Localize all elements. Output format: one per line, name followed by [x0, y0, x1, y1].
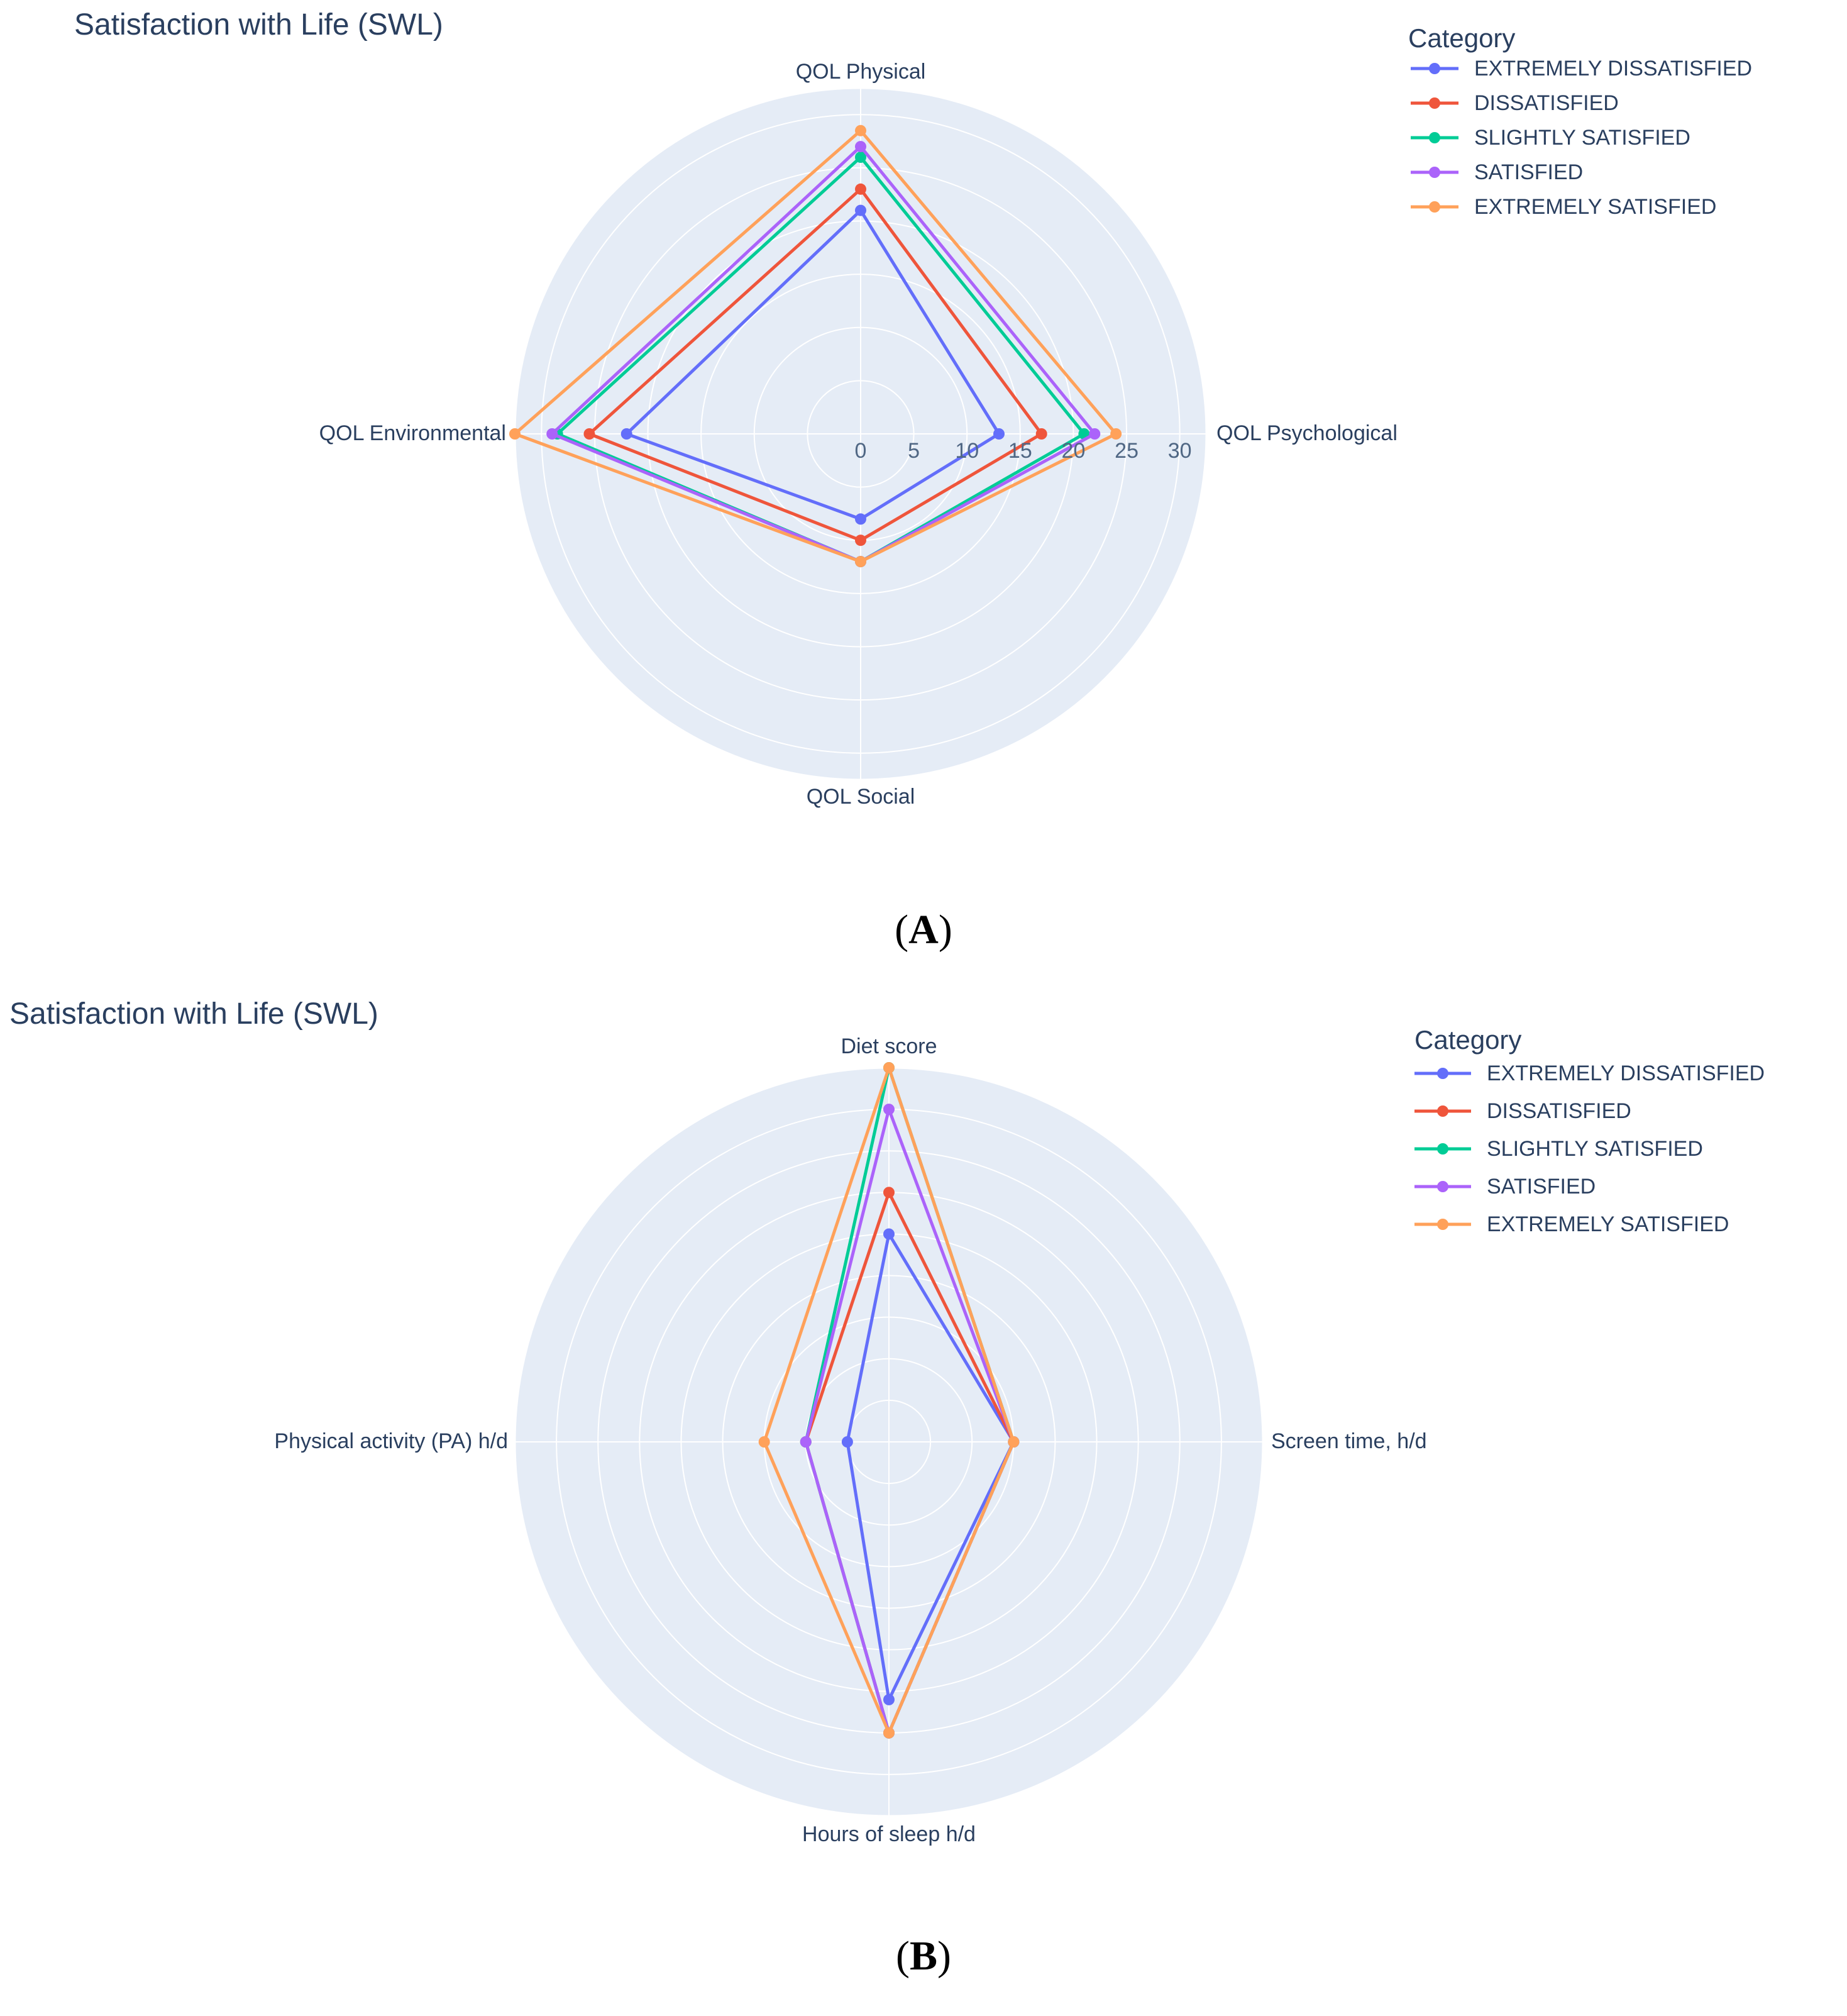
data-point-extremely-satisfied-screen-time-h-d[interactable] [1008, 1436, 1020, 1448]
data-point-extremely-dissatisfied-qol-physical[interactable] [855, 204, 866, 216]
legend-title: Category [1408, 23, 1515, 53]
axis-label-hours-of-sleep-h-d: Hours of sleep h/d [802, 1822, 976, 1846]
legend-marker-icon [1437, 1105, 1448, 1117]
data-point-extremely-satisfied-physical-activity-pa-h-d[interactable] [758, 1436, 770, 1448]
radial-tick-label: 5 [908, 439, 920, 463]
legend-marker-icon [1437, 1143, 1448, 1155]
axis-label-qol-environmental: QOL Environmental [319, 421, 506, 445]
data-point-extremely-dissatisfied-qol-social[interactable] [855, 513, 866, 525]
legend-item-extremely-dissatisfied[interactable]: EXTREMELY DISSATISFIED [1414, 1061, 1765, 1085]
axis-label-qol-physical: QOL Physical [796, 60, 926, 84]
radial-tick-label: 25 [1115, 439, 1139, 463]
data-point-satisfied-qol-physical[interactable] [855, 141, 866, 153]
legend-item-slightly-satisfied[interactable]: SLIGHTLY SATISFIED [1414, 1137, 1703, 1161]
axis-label-qol-social: QOL Social [807, 785, 915, 809]
data-point-extremely-satisfied-hours-of-sleep-h-d[interactable] [883, 1727, 895, 1739]
legend-marker-icon [1429, 63, 1440, 74]
data-point-dissatisfied-qol-physical[interactable] [855, 183, 866, 195]
legend-item-dissatisfied[interactable]: DISSATISFIED [1411, 91, 1619, 115]
legend-item-dissatisfied[interactable]: DISSATISFIED [1414, 1099, 1631, 1123]
series-extremely-satisfied [509, 125, 1122, 568]
legend-label: EXTREMELY DISSATISFIED [1474, 57, 1752, 80]
legend-label: DISSATISFIED [1474, 91, 1619, 115]
legend-label: SATISFIED [1487, 1175, 1596, 1199]
radial-tick-label: 20 [1062, 439, 1086, 463]
data-point-extremely-satisfied-diet-score[interactable] [883, 1062, 895, 1073]
data-point-extremely-dissatisfied-qol-environmental[interactable] [620, 428, 632, 440]
data-point-extremely-satisfied-qol-environmental[interactable] [509, 428, 521, 440]
radial-tick-label: 10 [955, 439, 979, 463]
legend-label: EXTREMELY SATISFIED [1487, 1212, 1729, 1236]
data-point-satisfied-physical-activity-pa-h-d[interactable] [800, 1436, 812, 1448]
legend-item-extremely-satisfied[interactable]: EXTREMELY SATISFIED [1414, 1212, 1729, 1236]
legend-title: Category [1414, 1025, 1521, 1055]
legend-marker-icon [1429, 167, 1440, 178]
data-point-extremely-satisfied-qol-psychological[interactable] [1110, 428, 1122, 440]
legend-label: DISSATISFIED [1487, 1099, 1631, 1123]
data-point-dissatisfied-diet-score[interactable] [883, 1187, 895, 1199]
series-dissatisfied [583, 183, 1047, 546]
radial-tick-label: 30 [1168, 439, 1192, 463]
legend-item-satisfied[interactable]: SATISFIED [1411, 160, 1583, 184]
legend-marker-icon [1429, 97, 1440, 109]
panel-label-b: (B) [896, 1933, 951, 1979]
legend-label: SLIGHTLY SATISFIED [1474, 126, 1690, 150]
data-point-satisfied-diet-score[interactable] [883, 1104, 895, 1116]
chart-a-series [509, 125, 1122, 568]
data-point-dissatisfied-qol-social[interactable] [855, 534, 866, 546]
legend-marker-icon [1437, 1181, 1448, 1192]
legend-label: SLIGHTLY SATISFIED [1487, 1137, 1703, 1161]
legend-item-satisfied[interactable]: SATISFIED [1414, 1175, 1596, 1199]
legend-label: EXTREMELY SATISFIED [1474, 195, 1716, 219]
radial-tick-label: 15 [1008, 439, 1032, 463]
legend-item-extremely-dissatisfied[interactable]: EXTREMELY DISSATISFIED [1411, 57, 1752, 80]
chart-b-legend[interactable]: Category EXTREMELY DISSATISFIED DISSATISFI… [1414, 1025, 1765, 1236]
legend-label: SATISFIED [1474, 160, 1583, 184]
data-point-satisfied-qol-psychological[interactable] [1089, 428, 1101, 440]
radar-chart-a: Satisfaction with Life (SWL) 0 5 10 15 20 25 3… [74, 8, 1752, 809]
data-point-dissatisfied-qol-psychological[interactable] [1035, 428, 1047, 440]
panel-label-a: (A) [895, 907, 952, 953]
series-extremely-dissatisfied [620, 204, 1005, 525]
chart-b-title: Satisfaction with Life (SWL) [9, 997, 378, 1031]
legend-label: EXTREMELY DISSATISFIED [1487, 1061, 1765, 1085]
chart-a-radial-ticks: 0 5 10 15 20 25 30 [855, 439, 1192, 463]
data-point-extremely-satisfied-qol-physical[interactable] [855, 125, 866, 136]
radial-tick-label: 0 [855, 439, 867, 463]
chart-b-axis-labels: Diet score Screen time, h/d Hours of sleep… [274, 1034, 1426, 1846]
data-point-slightly-satisfied-qol-physical[interactable] [855, 152, 866, 163]
legend-marker-icon [1437, 1068, 1448, 1079]
data-point-satisfied-qol-environmental[interactable] [546, 428, 558, 440]
data-point-extremely-dissatisfied-qol-psychological[interactable] [993, 428, 1005, 440]
axis-label-physical-activity-pa-h-d: Physical activity (PA) h/d [274, 1429, 508, 1453]
radar-chart-b: Satisfaction with Life (SWL) Diet score S… [9, 997, 1765, 1846]
legend-item-extremely-satisfied[interactable]: EXTREMELY SATISFIED [1411, 195, 1716, 219]
chart-a-title: Satisfaction with Life (SWL) [74, 8, 443, 42]
data-point-extremely-dissatisfied-diet-score[interactable] [883, 1228, 895, 1240]
chart-b-series [758, 1062, 1020, 1739]
legend-marker-icon [1437, 1219, 1448, 1230]
chart-a-legend[interactable]: Category EXTREMELY DISSATISFIED DISSATISFI… [1408, 23, 1752, 219]
data-point-extremely-satisfied-qol-social[interactable] [855, 556, 866, 568]
legend-marker-icon [1429, 201, 1440, 213]
data-point-dissatisfied-qol-environmental[interactable] [583, 428, 595, 440]
data-point-extremely-dissatisfied-physical-activity-pa-h-d[interactable] [841, 1436, 853, 1448]
legend-marker-icon [1429, 132, 1440, 143]
axis-label-qol-psychological: QOL Psychological [1216, 421, 1398, 445]
chart-a-axis-labels: QOL Physical QOL Psychological QOL Social Q… [319, 60, 1398, 809]
axis-label-screen-time-h-d: Screen time, h/d [1271, 1429, 1427, 1453]
series-extremely-satisfied [758, 1062, 1020, 1739]
legend-item-slightly-satisfied[interactable]: SLIGHTLY SATISFIED [1411, 126, 1690, 150]
axis-label-diet-score: Diet score [841, 1034, 937, 1058]
data-point-extremely-dissatisfied-hours-of-sleep-h-d[interactable] [883, 1693, 895, 1705]
